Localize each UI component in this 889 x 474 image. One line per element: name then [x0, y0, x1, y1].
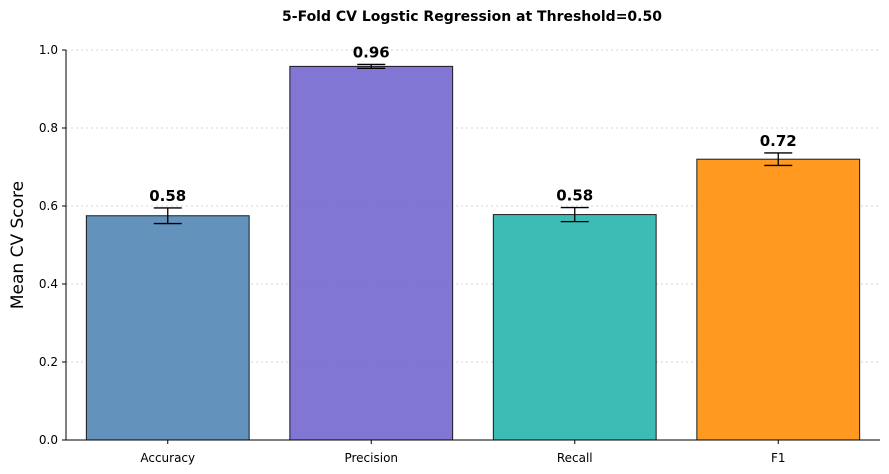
value-label: 0.58 [149, 187, 186, 205]
x-tick-label: F1 [771, 451, 786, 465]
x-tick-label: Precision [344, 451, 398, 465]
bars: 0.58 0.96 0.58 0.72 [85, 43, 861, 441]
bar-f1 [696, 158, 861, 441]
y-tick-label: 0.2 [39, 355, 58, 369]
x-tick-label: Accuracy [140, 451, 195, 465]
y-tick-label: 0.6 [39, 199, 58, 213]
bar-accuracy [85, 215, 250, 441]
y-tick-label: 1.0 [39, 43, 58, 57]
y-tick-label: 0.8 [39, 121, 58, 135]
y-tick-label: 0.0 [39, 433, 58, 447]
axes: 0.0 0.2 0.4 0.6 0.8 1.0 Accuracy Precision Recal… [39, 43, 880, 465]
y-axis-label: Mean CV Score [8, 181, 28, 309]
x-tick-label: Recall [557, 451, 593, 465]
y-tick-label: 0.4 [39, 277, 58, 291]
value-label: 0.58 [556, 187, 593, 205]
chart-title: 5-Fold CV Logstic Regression at Threshol… [282, 9, 662, 25]
value-label: 0.72 [760, 132, 797, 150]
value-label: 0.96 [353, 43, 390, 61]
bar-recall [492, 214, 657, 441]
bar-precision [289, 65, 454, 441]
